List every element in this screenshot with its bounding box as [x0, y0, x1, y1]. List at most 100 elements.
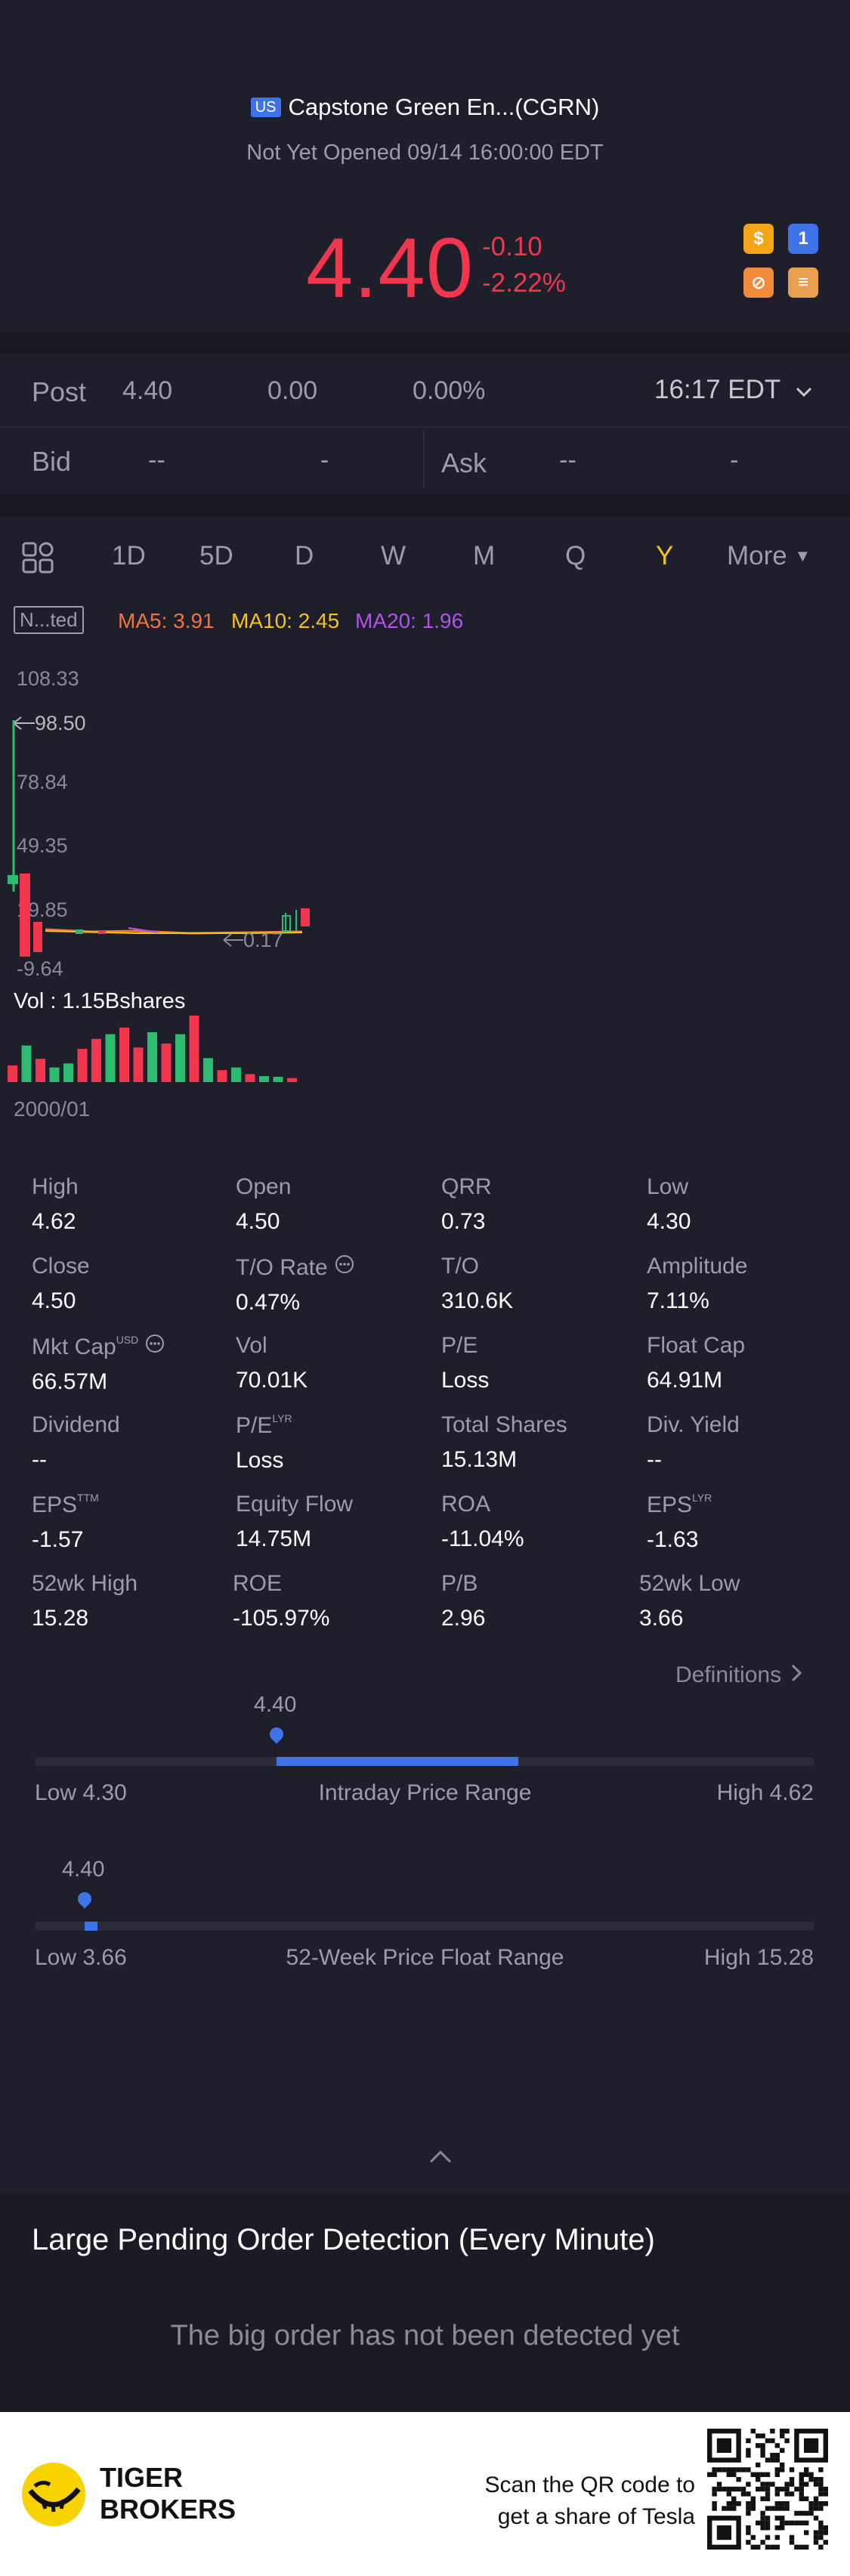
qr-module [799, 2486, 804, 2492]
info-icon[interactable] [144, 1333, 165, 1360]
timeframe-tab-d[interactable]: D [295, 541, 314, 571]
stat-cell[interactable]: Mkt CapUSD 66.57M [32, 1333, 165, 1395]
stat-value: 4.50 [32, 1288, 76, 1313]
timeframe-tab-m[interactable]: M [473, 541, 496, 571]
stat-label: ROA [441, 1492, 524, 1517]
qr-module [789, 2540, 795, 2545]
qr-module [770, 2544, 775, 2550]
stat-value: 0.47% [236, 1290, 301, 1315]
qr-module [760, 2520, 765, 2525]
qr-module [756, 2544, 761, 2550]
level1-icon[interactable]: 1 [788, 224, 818, 254]
qr-module [746, 2506, 751, 2511]
bid-price: -- [148, 446, 165, 475]
stat-cell: ROE -105.97% [233, 1571, 329, 1631]
qr-module [765, 2544, 771, 2550]
intraday-marker-icon [267, 1724, 286, 1744]
candle [301, 908, 310, 926]
qr-module [794, 2544, 799, 2550]
stat-label: QRR [441, 1174, 492, 1200]
qr-module [789, 2520, 795, 2525]
qr-module [804, 2510, 809, 2516]
qr-module [731, 2472, 737, 2477]
stat-superscript: LYR [692, 1492, 712, 1504]
qr-module [765, 2472, 771, 2477]
week52-range-fill [85, 1922, 97, 1931]
adjust-mode-button[interactable]: N...ted [14, 606, 84, 634]
qr-module [726, 2506, 731, 2511]
qr-code-icon[interactable] [707, 2429, 828, 2550]
qr-module [707, 2472, 712, 2477]
divider [0, 494, 850, 517]
timeframe-tab-w[interactable]: W [381, 541, 406, 571]
volume-bar [189, 1016, 199, 1082]
post-price: 4.40 [122, 376, 173, 405]
last-price: 4.40 [306, 221, 474, 315]
qr-module [765, 2525, 771, 2531]
definitions-link[interactable]: Definitions [675, 1662, 802, 1688]
promo-footer[interactable]: TIGER BROKERS Scan the QR code to get a … [0, 2412, 850, 2576]
candle [98, 930, 106, 934]
stat-label: Amplitude [647, 1254, 747, 1279]
stat-label-text: EPS [647, 1492, 693, 1517]
stat-label: EPSTTM [32, 1492, 99, 1518]
y-tick-label: 49.35 [17, 834, 68, 857]
brand-name: TIGER BROKERS [100, 2462, 236, 2525]
qr-module [808, 2501, 814, 2506]
qr-module [784, 2501, 790, 2506]
timeframe-tab-5d[interactable]: 5D [199, 541, 233, 571]
post-time-select[interactable]: 16:17 EDT [654, 375, 813, 405]
stat-label: Equity Flow [236, 1492, 353, 1517]
qr-module [804, 2544, 809, 2550]
stat-cell: Total Shares 15.13M [441, 1412, 567, 1473]
stack-icon[interactable]: ≡ [788, 267, 818, 298]
timeframe-tab-1d[interactable]: 1D [112, 541, 146, 571]
qr-module [760, 2482, 765, 2487]
more-timeframes-button[interactable]: More ▼ [727, 541, 811, 571]
layout-grid-icon[interactable] [21, 541, 56, 578]
no-trade-icon[interactable]: ⊘ [743, 267, 774, 298]
volume-bar [231, 1067, 241, 1082]
qr-module [774, 2443, 780, 2448]
dollar-icon[interactable]: $ [743, 224, 774, 254]
qr-module [774, 2501, 780, 2506]
info-icon[interactable] [334, 1254, 355, 1281]
volume-bar [49, 1067, 60, 1082]
qr-module [780, 2486, 785, 2492]
candlestick-chart[interactable]: 108.33 78.84 49.35 19.85 -9.64 98.50 0.1… [0, 650, 850, 982]
stat-label: Open [236, 1174, 291, 1200]
stat-cell: Amplitude 7.11% [647, 1254, 747, 1314]
qr-module [813, 2516, 819, 2521]
qr-module [760, 2540, 765, 2545]
week52-high-label: High 15.28 [703, 1945, 814, 1970]
stat-label: Low [647, 1174, 691, 1200]
qr-module [799, 2477, 804, 2482]
stat-value: 14.75M [236, 1526, 312, 1551]
intraday-high-label: High 4.62 [716, 1780, 814, 1805]
qr-module [799, 2472, 804, 2477]
stat-cell[interactable]: T/O Rate 0.47% [236, 1254, 355, 1316]
stat-label: Div. Yield [647, 1412, 740, 1438]
timeframe-tab-q[interactable]: Q [565, 541, 586, 571]
stat-label-text: High [32, 1174, 79, 1199]
stock-title: US Capstone Green En...(CGRN) [0, 94, 850, 121]
volume-bar [63, 1063, 73, 1082]
qr-module [746, 2501, 751, 2506]
stat-label: P/B [441, 1571, 485, 1597]
post-label: Post [32, 376, 87, 407]
stat-cell: High 4.62 [32, 1174, 79, 1235]
qr-module [756, 2520, 761, 2525]
week52-low-label: Low 3.66 [35, 1945, 127, 1970]
qr-module [740, 2486, 746, 2492]
qr-module [804, 2482, 809, 2487]
volume-bar [77, 1049, 88, 1082]
collapse-chevron-icon[interactable] [428, 2148, 453, 2169]
qr-module [823, 2530, 828, 2535]
qr-module [770, 2457, 775, 2463]
qr-module [799, 2496, 804, 2501]
qr-module [818, 2525, 824, 2531]
qr-module [818, 2544, 824, 2550]
timeframe-tab-y[interactable]: Y [656, 541, 674, 571]
stat-label-text: QRR [441, 1174, 492, 1199]
intraday-range-fill [276, 1757, 518, 1766]
